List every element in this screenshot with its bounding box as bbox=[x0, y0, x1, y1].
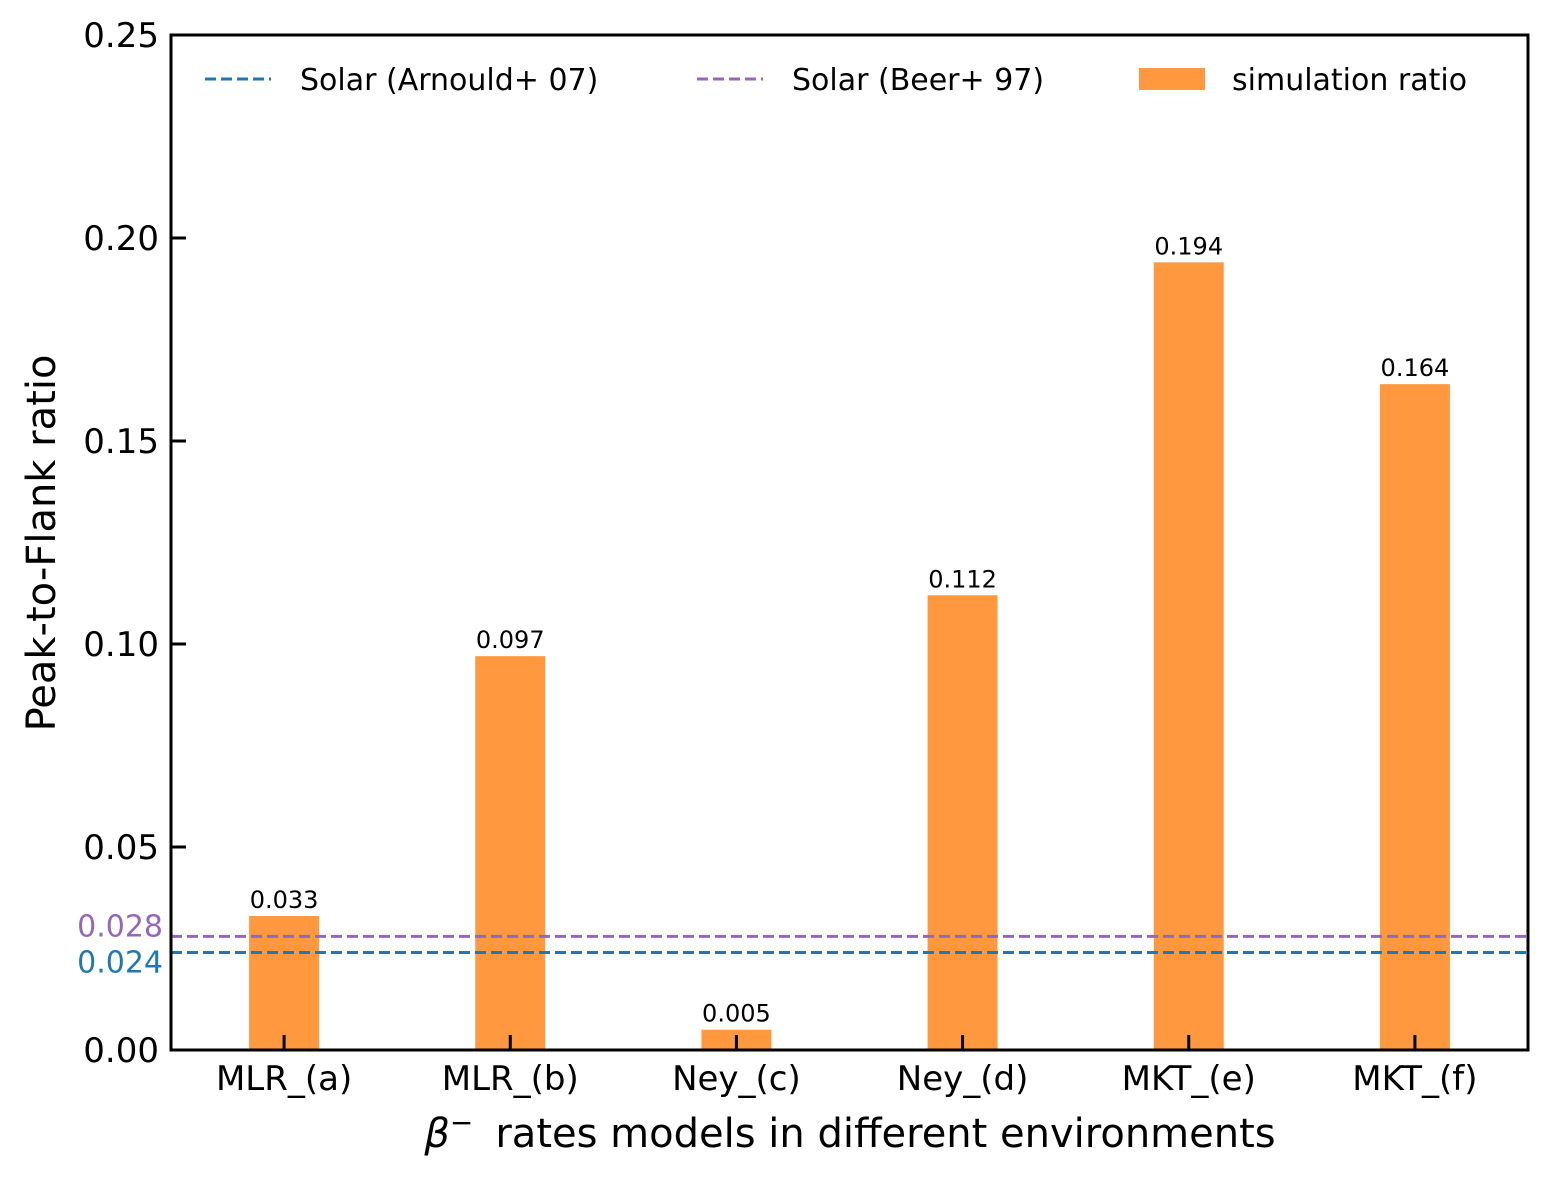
axes: 0.00 0.05 0.10 0.15 0.20 0.25 MLR_(a) MLR_(b) Ne… bbox=[83, 16, 1530, 1099]
bar-MLR_(a) bbox=[249, 916, 320, 1050]
bar-value-label-Ney_(c): 0.005 bbox=[702, 1000, 771, 1028]
legend-label-0: Solar (Arnould+ 07) bbox=[300, 63, 598, 98]
bar-value-label-MLR_(a): 0.033 bbox=[250, 886, 319, 914]
x-tick-label-Ney_(d): Ney_(d) bbox=[897, 1059, 1029, 1099]
bar-value-label-Ney_(d): 0.112 bbox=[928, 565, 997, 593]
x-tick-label-MKT_(f): MKT_(f) bbox=[1352, 1059, 1477, 1099]
x-axis-title: β− rates models in different environments bbox=[423, 1106, 1275, 1157]
y-axis-title: Peak-to-Flank ratio bbox=[19, 355, 65, 732]
x-tick-label-MKT_(e): MKT_(e) bbox=[1122, 1059, 1256, 1099]
bar-value-label-MKT_(f): 0.164 bbox=[1381, 354, 1450, 382]
x-axis-title-superscript: − bbox=[450, 1106, 473, 1139]
plot-frame bbox=[169, 33, 1530, 1052]
x-tick-label-Ney_(c): Ney_(c) bbox=[672, 1059, 801, 1099]
bar-MKT_(e) bbox=[1153, 262, 1224, 1050]
x-tick-label-MLR_(b): MLR_(b) bbox=[442, 1059, 579, 1099]
y-tick-label-0: 0.00 bbox=[83, 1031, 159, 1071]
y-tick-label-5: 0.25 bbox=[83, 16, 159, 56]
reference-line-label-1: 0.028 bbox=[77, 909, 163, 944]
axis-titles: Peak-to-Flank ratio β− rates models in di… bbox=[19, 355, 1276, 1157]
y-tick-label-1: 0.05 bbox=[83, 828, 159, 868]
bar-MKT_(f) bbox=[1379, 384, 1450, 1050]
x-tick-label-MLR_(a): MLR_(a) bbox=[216, 1059, 352, 1099]
y-tick-label-2: 0.10 bbox=[83, 625, 159, 665]
bar-value-label-MKT_(e): 0.194 bbox=[1154, 232, 1223, 260]
legend: Solar (Arnould+ 07) Solar (Beer+ 97) simul… bbox=[205, 63, 1467, 98]
bar-value-label-MLR_(b): 0.097 bbox=[476, 626, 545, 654]
x-axis-title-symbol: β bbox=[423, 1111, 450, 1157]
reference-line-label-0: 0.024 bbox=[77, 946, 163, 981]
bar-value-labels: 0.033 0.097 0.005 0.112 0.194 0.164 bbox=[250, 232, 1450, 1027]
legend-label-2: simulation ratio bbox=[1232, 63, 1467, 98]
x-axis-title-text: rates models in different environments bbox=[495, 1111, 1275, 1157]
y-tick-label-4: 0.20 bbox=[83, 219, 159, 259]
bars-layer bbox=[249, 262, 1450, 1050]
legend-label-1: Solar (Beer+ 97) bbox=[792, 63, 1044, 98]
legend-swatch-2 bbox=[1139, 68, 1205, 90]
y-tick-label-3: 0.15 bbox=[83, 422, 159, 462]
bar-Ney_(d) bbox=[927, 595, 998, 1050]
bar-MLR_(b) bbox=[475, 656, 546, 1050]
